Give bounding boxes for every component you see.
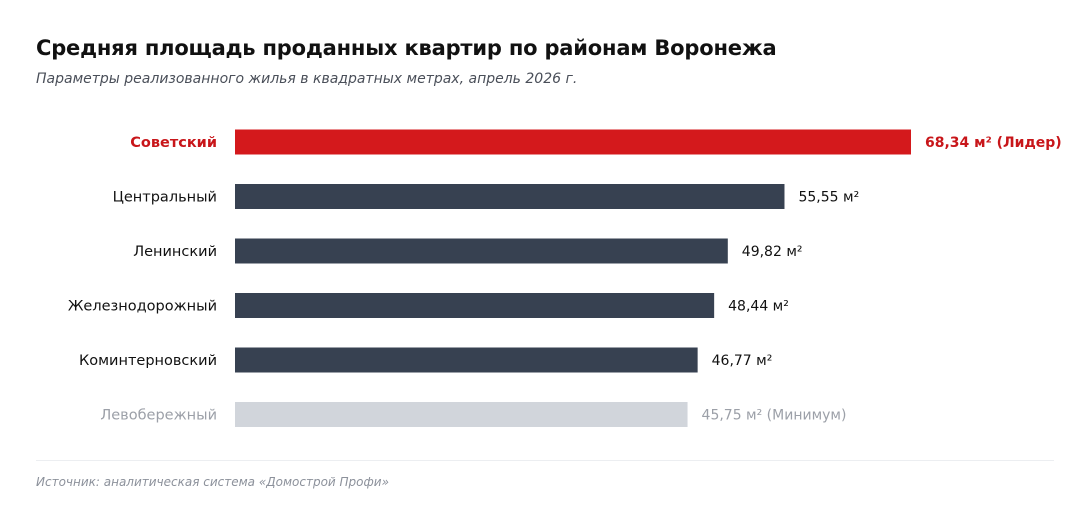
value-label: 55,55 м² <box>798 190 859 206</box>
category-label: Советский <box>130 135 217 151</box>
category-label: Коминтерновский <box>79 353 217 369</box>
value-label: 46,77 м² <box>712 353 773 369</box>
chart-title: Средняя площадь проданных квартир по рай… <box>36 36 777 60</box>
footer-divider <box>36 460 1054 461</box>
value-label: 45,75 м² (Минимум) <box>702 408 847 424</box>
value-label: 68,34 м² (Лидер) <box>925 135 1062 151</box>
bar <box>235 129 911 155</box>
bar <box>235 402 688 427</box>
bar <box>235 293 715 318</box>
bar <box>235 238 728 264</box>
category-label: Центральный <box>113 190 217 206</box>
value-label: 48,44 м² <box>728 299 789 315</box>
value-label: 49,82 м² <box>742 244 803 260</box>
category-label: Железнодорожный <box>68 299 217 315</box>
bar <box>235 184 785 209</box>
chart-subtitle: Параметры реализованного жилья в квадрат… <box>36 71 578 87</box>
category-label: Левобережный <box>100 408 217 424</box>
source-note: Источник: аналитическая система «Домостр… <box>36 475 389 489</box>
category-label: Ленинский <box>133 244 217 260</box>
bar <box>235 347 698 373</box>
